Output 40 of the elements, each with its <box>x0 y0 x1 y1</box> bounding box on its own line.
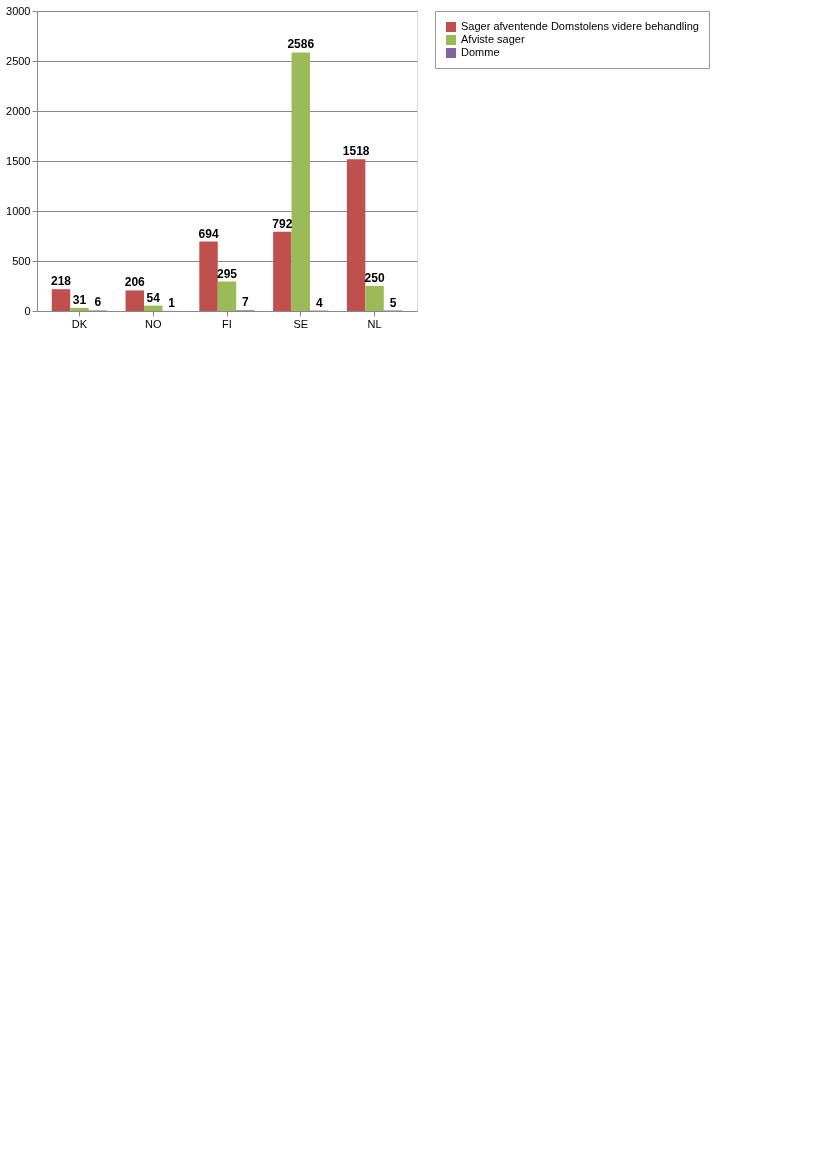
bar <box>143 305 163 311</box>
data-label: 7 <box>242 295 250 310</box>
data-label: 295 <box>216 266 238 281</box>
legend-label: Sager afventende Domstolens videre behandling <box>461 20 699 32</box>
y-tick-label: 2500 <box>6 54 31 67</box>
data-label: 250 <box>364 271 385 285</box>
x-tick-label: SE <box>293 317 309 330</box>
data-label: 31 <box>72 292 87 307</box>
data-label: 206 <box>124 275 146 290</box>
x-tick-label: DK <box>71 317 88 330</box>
bar <box>51 289 71 311</box>
data-label: 1518 <box>342 144 370 159</box>
y-tick-label: 1500 <box>6 154 31 167</box>
y-tick-label: 500 <box>12 254 31 267</box>
data-label: 6 <box>94 295 102 310</box>
bar <box>217 281 237 311</box>
data-label: 5 <box>389 295 397 310</box>
legend-label: Afviste sager <box>461 33 525 45</box>
bar <box>273 231 292 311</box>
x-tick-label: NO <box>144 317 162 330</box>
x-tick-label: FI <box>222 317 232 330</box>
bar <box>365 286 384 311</box>
bar <box>199 241 218 311</box>
y-tick-label: 2000 <box>6 104 31 117</box>
bar <box>291 52 311 311</box>
data-label: 2586 <box>287 37 315 52</box>
data-label: 792 <box>272 216 293 231</box>
data-label: 54 <box>146 290 161 305</box>
bar <box>125 290 144 311</box>
y-tick-label: 0 <box>24 304 31 317</box>
y-tick-label: 1000 <box>6 204 31 217</box>
data-label: 218 <box>50 274 72 289</box>
legend-label: Domme <box>461 46 500 58</box>
x-tick-label: NL <box>367 317 382 330</box>
y-tick-label: 3000 <box>6 4 31 17</box>
bar <box>70 307 89 311</box>
data-label: 694 <box>198 226 219 241</box>
data-label: 1 <box>168 295 176 310</box>
data-label: 4 <box>315 295 323 310</box>
bar <box>346 159 366 311</box>
